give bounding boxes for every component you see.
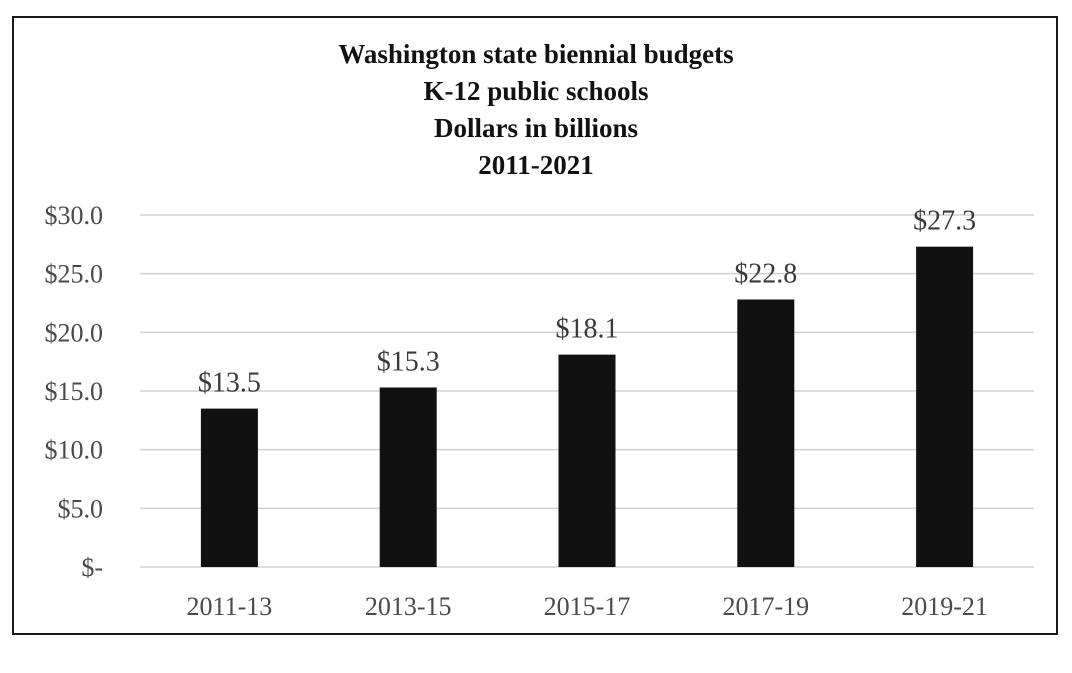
chart-title-line-2: K-12 public schools: [423, 76, 649, 106]
bar-2013-15: [379, 387, 437, 567]
data-label: $15.3: [377, 346, 440, 377]
chart-title-line-3: Dollars in billions: [433, 113, 639, 143]
bars: [200, 246, 974, 567]
bar-2015-17: [558, 354, 616, 567]
x-tick-label: 2015-17: [544, 592, 631, 621]
data-label: $13.5: [198, 368, 261, 399]
data-label: $18.1: [556, 314, 619, 345]
chart-title-line-4: 2011-2021: [478, 150, 594, 180]
bar-2019-21: [916, 246, 974, 567]
bar-2011-13: [200, 408, 258, 567]
data-labels: $13.5 $15.3 $18.1 $22.8 $27.3: [198, 206, 976, 399]
x-tick-label: 2011-13: [187, 592, 273, 621]
y-tick-label: $15.0: [45, 377, 104, 406]
chart-frame: [12, 16, 1058, 635]
y-tick-label: $20.0: [45, 318, 104, 347]
bar-2017-19: [737, 299, 795, 567]
y-tick-label: $-: [81, 553, 103, 582]
y-tick-label: $10.0: [45, 436, 104, 465]
data-label: $27.3: [913, 206, 976, 237]
x-tick-label: 2019-21: [901, 592, 988, 621]
y-tick-label: $5.0: [58, 494, 104, 523]
chart-title: Washington state biennial budgets K-12 p…: [0, 36, 1072, 184]
x-tick-label: 2017-19: [722, 592, 809, 621]
gridlines: [140, 214, 1034, 568]
x-axis: 2011-13 2013-15 2015-17 2017-19 2019-21: [187, 592, 988, 621]
data-label: $22.8: [734, 258, 797, 289]
y-axis: $- $5.0 $10.0 $15.0 $20.0 $25.0 $30.0: [45, 201, 104, 582]
y-tick-label: $30.0: [45, 201, 104, 230]
chart-title-line-1: Washington state biennial budgets: [338, 39, 734, 69]
x-tick-label: 2013-15: [365, 592, 452, 621]
y-tick-label: $25.0: [45, 260, 104, 289]
